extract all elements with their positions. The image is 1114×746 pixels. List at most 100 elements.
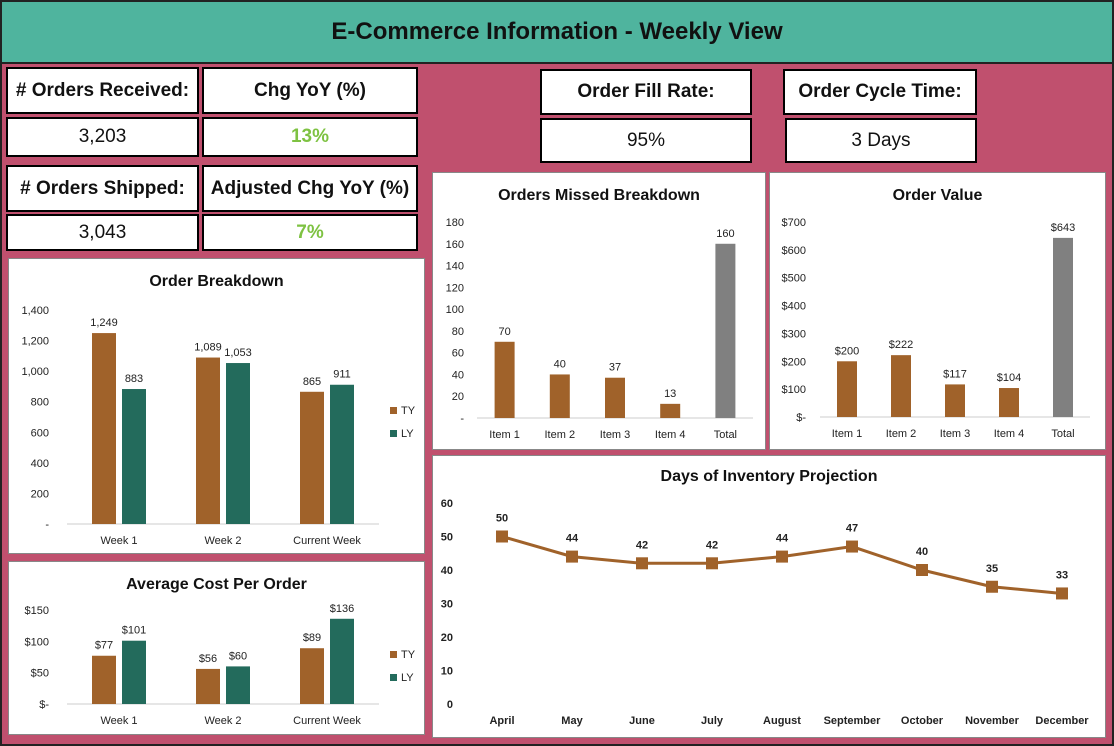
data-label: $89 [303,632,321,644]
x-tick-label: October [901,715,944,727]
y-tick-label: 30 [441,599,453,611]
data-label: 1,053 [224,347,252,359]
bar [715,243,736,418]
data-label: 42 [706,539,718,551]
x-tick-label: Item 4 [994,428,1025,440]
x-tick-label: Item 2 [886,428,917,440]
page-title: E-Commerce Information - Weekly View [331,18,783,45]
data-label: 13 [664,388,676,400]
y-tick-label: 180 [446,217,464,229]
data-label: 40 [916,546,928,558]
bar [122,640,146,704]
y-tick-label: $- [796,412,806,424]
data-label: $200 [835,345,859,357]
avg-cost-title: Average Cost Per Order [126,576,307,593]
data-label: $136 [330,603,354,615]
avg-cost-chart: $- $50 $100 $150 Week 1 $77 $101 Week 2 $56 $60 Cu… [25,603,416,727]
fill-rate-value: 95% [540,118,752,163]
data-label: $77 [95,640,113,652]
legend-swatch [390,430,397,437]
inventory-chart: 0 10 20 30 40 50 60 April May June July August Septe… [441,498,1090,727]
bar [605,377,625,418]
bar [92,655,116,704]
y-tick-label: 1,400 [21,305,49,317]
x-tick-label: Item 4 [655,429,686,441]
x-tick-label: Week 1 [100,715,137,727]
y-tick-label: $200 [782,356,806,368]
data-label: 40 [554,358,566,370]
y-tick-label: 200 [31,488,49,500]
x-tick-label: Week 2 [204,535,241,547]
data-point [636,557,648,570]
x-tick-label: Total [714,429,737,441]
order-value-panel: Order Value $- $100 $200 $300 $400 $500 $600 $7… [769,172,1106,450]
fill-rate-label: Order Fill Rate: [540,69,752,115]
y-tick-label: 120 [446,282,464,294]
legend-swatch [390,674,397,681]
y-tick-label: 1,200 [21,336,49,348]
x-tick-label: Week 1 [100,535,137,547]
orders-received-label: # Orders Received: [6,67,199,114]
y-tick-label: 140 [446,261,464,273]
x-tick-label: Item 1 [489,429,520,441]
bar [226,666,250,704]
x-tick-label: Current Week [293,715,361,727]
data-label: $117 [943,368,967,380]
legend-label: TY [401,405,416,417]
data-label: 47 [846,523,858,535]
data-label: 883 [125,373,143,385]
y-tick-label: - [460,413,464,425]
bar [196,668,220,704]
x-tick-label: April [489,715,514,727]
data-label: $104 [997,372,1021,384]
bar [330,618,354,704]
y-tick-label: 1,000 [21,366,49,378]
y-tick-label: $600 [782,245,806,257]
bar [1053,237,1073,417]
data-label: $56 [199,653,217,665]
data-point [1056,587,1068,600]
orders-missed-chart: - 20 40 60 80 100 120 140 160 180 Item 1 70 Item 2 40… [446,217,753,441]
bar [300,391,324,524]
y-tick-label: 20 [452,391,464,403]
data-point [776,550,788,563]
orders-shipped-value: 3,043 [6,214,199,251]
y-tick-label: $50 [31,668,49,680]
legend-swatch [390,651,397,658]
x-tick-label: May [561,715,583,727]
chg-yoy-label: Chg YoY (%) [202,67,418,114]
bar [122,389,146,524]
cycle-time-value: 3 Days [785,118,977,163]
data-label: $101 [122,625,146,637]
inventory-panel: Days of Inventory Projection 0 10 20 30 40 50… [432,455,1106,738]
adj-chg-yoy-label: Adjusted Chg YoY (%) [202,165,418,212]
avg-cost-panel: Average Cost Per Order $- $50 $100 $150 Week… [8,561,425,735]
header-bar: E-Commerce Information - Weekly View [2,2,1112,64]
inventory-title: Days of Inventory Projection [660,468,878,485]
data-label: 50 [496,513,508,525]
y-tick-label: 40 [452,369,464,381]
y-tick-label: 10 [441,666,453,678]
y-tick-label: 0 [447,699,453,711]
bar [92,333,116,524]
y-tick-label: 400 [31,458,49,470]
y-tick-label: 20 [441,632,453,644]
y-tick-label: 80 [452,326,464,338]
orders-shipped-label: # Orders Shipped: [6,165,199,212]
data-label: 911 [333,369,351,381]
x-tick-label: July [701,715,724,727]
data-point [986,580,998,593]
data-label: 37 [609,362,621,374]
data-point [496,530,508,543]
y-tick-label: 800 [31,397,49,409]
order-breakdown-chart: - 200 400 600 800 1,000 1,200 1,400 Week 1 1,249 8… [21,305,416,547]
y-tick-label: $400 [782,301,806,313]
x-tick-label: Total [1051,428,1074,440]
x-tick-label: Item 2 [545,429,576,441]
y-tick-label: $- [39,699,49,711]
y-tick-label: $150 [25,605,49,617]
bar [330,384,354,524]
cycle-time-label: Order Cycle Time: [783,69,977,115]
y-tick-label: - [45,519,49,531]
y-tick-label: $500 [782,273,806,285]
